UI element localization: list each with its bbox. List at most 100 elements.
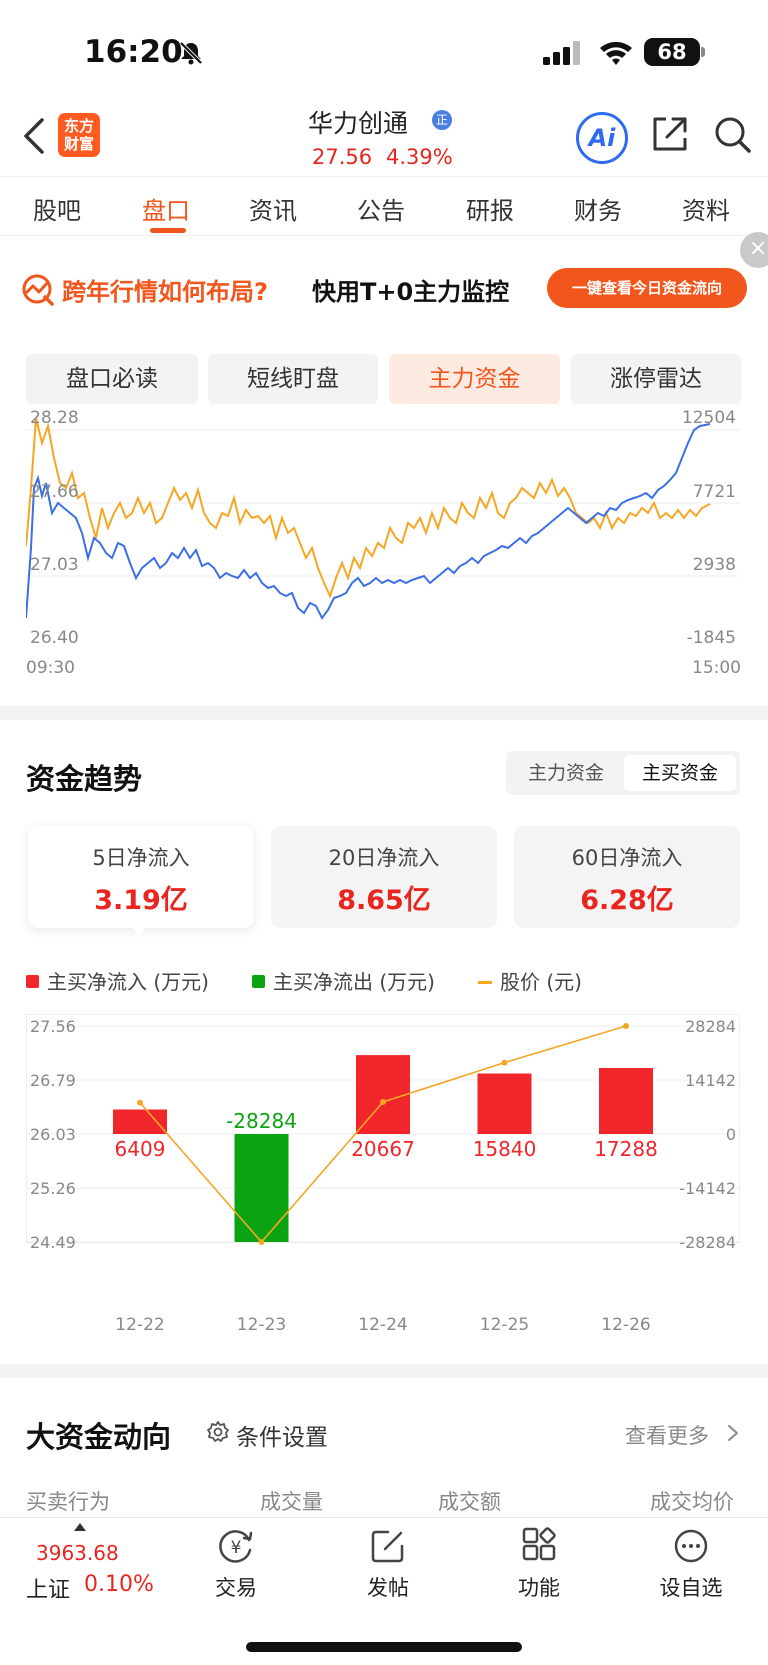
back-arrow-icon[interactable] (22, 116, 46, 156)
flow-value-label: 20667 (351, 1137, 415, 1161)
price-point (258, 1239, 265, 1245)
subtab-main-funds[interactable]: 主力资金 (389, 354, 560, 404)
card-value: 3.19亿 (94, 885, 188, 916)
edit-icon (371, 1530, 404, 1563)
right-axis-tick: 0 (726, 1125, 736, 1144)
fund-flow-chart[interactable]: 6409 -28284 20667 15840 17288 27.56 26.79 26.03… (26, 1014, 740, 1335)
nav-add-watchlist-label: 设自选 (659, 1576, 723, 1600)
toggle-main-funds[interactable]: 主力资金 (527, 762, 604, 784)
condition-settings-button[interactable]: 条件设置 (236, 1425, 328, 1451)
flow-value-label: -28284 (226, 1109, 297, 1133)
section-divider (0, 706, 768, 720)
legend-outflow-swatch (252, 975, 265, 988)
cellular-signal-icon (543, 41, 580, 65)
flow-bar (113, 1109, 167, 1134)
index-name[interactable]: 上证 (26, 1578, 71, 1603)
card-60day-inflow[interactable]: 60日净流入 6.28亿 (514, 826, 740, 928)
flow-axis-tick: 2938 (692, 555, 736, 575)
flow-axis-tick: 12504 (681, 408, 736, 428)
left-axis-tick: 27.56 (30, 1017, 76, 1036)
nav-add-watchlist[interactable]: 设自选 (646, 1526, 736, 1602)
intraday-flow-line (26, 423, 711, 620)
battery-cap (701, 47, 705, 57)
index-expand-arrow-icon (74, 1523, 86, 1531)
x-axis-tick: 12-22 (115, 1315, 164, 1334)
share-icon[interactable] (650, 114, 690, 154)
intraday-chart-svg (26, 418, 740, 620)
tab-pankou[interactable]: 盘口 (142, 197, 190, 225)
index-change[interactable]: 0.10% (84, 1572, 154, 1597)
legend-inflow-swatch (26, 975, 39, 988)
legend-price: 股价 (元) (478, 966, 582, 995)
promo-close-button[interactable]: × (740, 232, 768, 268)
x-axis-tick: 12-26 (601, 1315, 650, 1334)
left-axis-tick: 24.49 (30, 1233, 76, 1252)
flow-axis-tick: 7721 (692, 482, 736, 502)
view-more-link[interactable]: 查看更多 (625, 1424, 709, 1448)
legend-inflow-label: 主买净流入 (万元) (47, 970, 209, 994)
fund-trend-title: 资金趋势 (26, 762, 143, 796)
left-axis-tick: 26.79 (30, 1071, 76, 1090)
right-axis-tick: 28284 (685, 1017, 736, 1036)
right-axis-tick: -28284 (679, 1233, 736, 1252)
status-time: 16:20 (84, 34, 183, 70)
nav-post[interactable]: 发帖 (343, 1526, 433, 1602)
card-label: 60日净流入 (571, 846, 683, 870)
promo-cta-button[interactable]: 一键查看今日资金流向 (547, 268, 747, 308)
flow-bar (599, 1067, 653, 1134)
flow-bar (234, 1134, 289, 1242)
legend-outflow-label: 主买净流出 (万元) (273, 970, 435, 994)
tab-guba[interactable]: 股吧 (33, 197, 81, 225)
tab-finance[interactable]: 财务 (574, 197, 622, 225)
right-axis-tick: -14142 (679, 1179, 736, 1198)
price-point (501, 1059, 508, 1066)
promo-subline[interactable]: 快用T+0主力监控 (312, 278, 510, 306)
stock-name[interactable]: 华力创通 (308, 109, 409, 138)
tab-announcements[interactable]: 公告 (357, 197, 405, 225)
tab-news[interactable]: 资讯 (249, 197, 297, 225)
column-header: 成交均价 (650, 1490, 734, 1514)
legend-price-swatch (478, 981, 492, 984)
fund-flow-chart-svg: 6409 -28284 20667 15840 17288 27.56 26.79 26.03… (26, 1014, 740, 1335)
price-axis-tick: 26.40 (30, 628, 79, 648)
logo-line-2: 财富 (63, 135, 94, 153)
verified-badge-icon: 正 (432, 110, 452, 130)
flow-axis-tick: -1845 (686, 628, 736, 648)
bottom-navigation-bar (0, 1517, 768, 1665)
index-value[interactable]: 3963.68 (36, 1541, 119, 1565)
nav-functions-label: 功能 (518, 1576, 560, 1600)
legend-inflow: 主买净流入 (万元) (26, 966, 209, 995)
app-logo[interactable]: 东方 财富 (58, 113, 100, 157)
ai-assistant-button[interactable]: Ai (576, 112, 628, 164)
card-20day-inflow[interactable]: 20日净流入 8.65亿 (271, 826, 497, 928)
legend-outflow: 主买净流出 (万元) (252, 966, 435, 995)
chevron-right-icon[interactable] (726, 1423, 740, 1443)
tab-profile[interactable]: 资料 (682, 197, 730, 225)
toggle-main-buy-funds[interactable]: 主买资金 (624, 755, 736, 791)
nav-post-label: 发帖 (367, 1576, 409, 1600)
card-value: 8.65亿 (337, 885, 431, 916)
subtab-limit-radar[interactable]: 涨停雷达 (571, 354, 741, 404)
fund-type-toggle: 主力资金 主买资金 (506, 751, 740, 795)
trend-chart-icon (22, 274, 54, 306)
gear-icon[interactable] (206, 1420, 230, 1444)
active-tab-indicator (150, 228, 186, 233)
flow-value-label: 17288 (594, 1137, 658, 1161)
wifi-icon (600, 41, 632, 65)
price-axis-tick: 27.03 (30, 555, 79, 575)
x-axis-tick: 12-24 (358, 1315, 407, 1334)
nav-functions[interactable]: 功能 (494, 1526, 584, 1602)
tab-research[interactable]: 研报 (466, 197, 514, 225)
card-5day-inflow[interactable]: 5日净流入 3.19亿 (28, 826, 254, 928)
subtab-must-read[interactable]: 盘口必读 (26, 354, 198, 404)
search-icon[interactable] (712, 114, 752, 154)
intraday-price-line (26, 418, 711, 599)
promo-headline[interactable]: 跨年行情如何布局? (62, 278, 268, 306)
price-axis-tick: 28.28 (30, 408, 79, 428)
bell-muted-icon (179, 41, 203, 65)
nav-trade[interactable]: ¥ 交易 (191, 1526, 281, 1602)
intraday-fund-chart[interactable]: 28.28 27.66 27.03 26.40 12504 7721 2938 … (26, 408, 740, 648)
grid-apps-icon (522, 1527, 556, 1561)
subtab-short-watch[interactable]: 短线盯盘 (208, 354, 378, 404)
more-dots-icon (674, 1529, 708, 1563)
